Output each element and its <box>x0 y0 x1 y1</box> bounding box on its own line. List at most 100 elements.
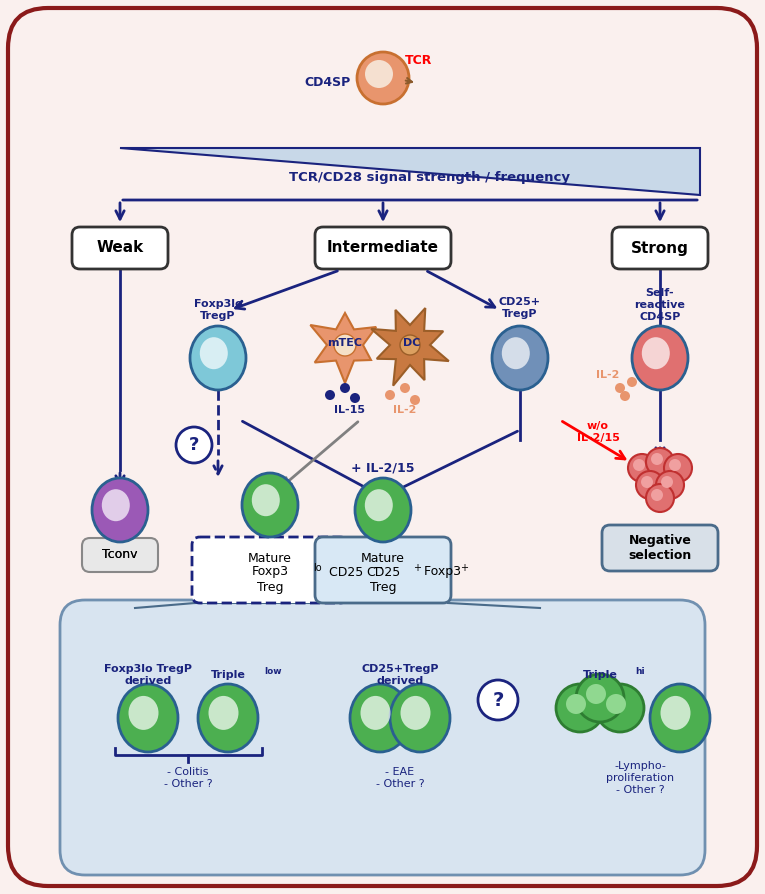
Text: Intermediate: Intermediate <box>327 240 439 256</box>
FancyBboxPatch shape <box>602 525 718 571</box>
Ellipse shape <box>129 696 158 730</box>
Text: Foxp3lo TregP
derived: Foxp3lo TregP derived <box>104 664 192 686</box>
Circle shape <box>627 377 637 387</box>
Circle shape <box>651 453 663 465</box>
Text: CD25: CD25 <box>325 566 363 578</box>
Circle shape <box>400 383 410 393</box>
Text: TCR/CD28 signal strength / frequency: TCR/CD28 signal strength / frequency <box>289 172 571 184</box>
Circle shape <box>410 395 420 405</box>
Text: IL-2: IL-2 <box>393 405 417 415</box>
Polygon shape <box>371 308 449 385</box>
Text: Triple: Triple <box>210 670 246 680</box>
Circle shape <box>340 383 350 393</box>
Ellipse shape <box>502 337 530 369</box>
Ellipse shape <box>102 489 130 521</box>
Circle shape <box>620 391 630 401</box>
Text: -Lympho-
proliferation
- Other ?: -Lympho- proliferation - Other ? <box>606 762 674 795</box>
Ellipse shape <box>492 326 548 390</box>
FancyBboxPatch shape <box>72 227 168 269</box>
Circle shape <box>576 674 624 722</box>
Text: Mature: Mature <box>361 552 405 564</box>
Text: CD25+
TregP: CD25+ TregP <box>499 297 541 319</box>
Circle shape <box>661 476 673 488</box>
Circle shape <box>656 471 684 499</box>
Ellipse shape <box>92 478 148 542</box>
FancyBboxPatch shape <box>612 227 708 269</box>
Ellipse shape <box>357 52 409 104</box>
Circle shape <box>350 393 360 403</box>
Text: - EAE
- Other ?: - EAE - Other ? <box>376 767 425 789</box>
Circle shape <box>556 684 604 732</box>
Ellipse shape <box>198 684 258 752</box>
FancyBboxPatch shape <box>315 227 451 269</box>
Text: Treg: Treg <box>369 581 396 595</box>
Circle shape <box>478 680 518 720</box>
Polygon shape <box>311 313 376 383</box>
Ellipse shape <box>242 473 298 537</box>
Circle shape <box>628 454 656 482</box>
Circle shape <box>325 390 335 400</box>
Ellipse shape <box>334 334 356 356</box>
Text: Foxp3: Foxp3 <box>420 566 461 578</box>
Ellipse shape <box>350 684 410 752</box>
Circle shape <box>651 489 663 501</box>
Text: IL-15: IL-15 <box>334 405 366 415</box>
Text: CD25+TregP
derived: CD25+TregP derived <box>361 664 439 686</box>
Ellipse shape <box>650 684 710 752</box>
Text: Weak: Weak <box>96 240 144 256</box>
Text: Treg: Treg <box>257 581 283 595</box>
Polygon shape <box>120 148 700 195</box>
Circle shape <box>669 459 681 471</box>
Text: CD4SP: CD4SP <box>304 77 351 89</box>
Circle shape <box>586 684 606 704</box>
Circle shape <box>641 476 653 488</box>
Ellipse shape <box>660 696 691 730</box>
Ellipse shape <box>252 485 280 516</box>
Ellipse shape <box>390 684 450 752</box>
Text: hi: hi <box>635 667 645 676</box>
Text: mTEC: mTEC <box>327 338 363 348</box>
Circle shape <box>646 484 674 512</box>
Ellipse shape <box>365 489 392 521</box>
Ellipse shape <box>209 696 239 730</box>
Ellipse shape <box>401 696 431 730</box>
Text: + IL-2/15: + IL-2/15 <box>351 461 415 475</box>
Text: −: − <box>373 561 383 575</box>
Circle shape <box>615 383 625 393</box>
Text: Foxp3: Foxp3 <box>252 566 288 578</box>
Text: Tconv: Tconv <box>103 549 138 561</box>
Circle shape <box>646 448 674 476</box>
Text: - Colitis
- Other ?: - Colitis - Other ? <box>164 767 213 789</box>
Text: lo: lo <box>313 563 321 573</box>
Circle shape <box>664 454 692 482</box>
FancyBboxPatch shape <box>60 600 705 875</box>
Text: CD25: CD25 <box>366 566 400 578</box>
Text: Mature: Mature <box>248 552 292 564</box>
Text: Tconv: Tconv <box>103 549 138 561</box>
Text: +: + <box>460 563 468 573</box>
Text: w/o
IL-2/15: w/o IL-2/15 <box>577 421 620 443</box>
FancyBboxPatch shape <box>82 538 158 572</box>
Ellipse shape <box>200 337 228 369</box>
Text: ?: ? <box>493 690 503 710</box>
Text: +: + <box>413 563 421 573</box>
Ellipse shape <box>632 326 688 390</box>
Text: Self-
reactive
CD4SP: Self- reactive CD4SP <box>634 289 685 322</box>
Text: Foxp3lo
TregP: Foxp3lo TregP <box>194 299 243 321</box>
Text: ?: ? <box>189 436 199 454</box>
Ellipse shape <box>190 326 246 390</box>
FancyBboxPatch shape <box>8 8 757 886</box>
Ellipse shape <box>400 335 420 355</box>
Circle shape <box>176 427 212 463</box>
Ellipse shape <box>360 696 390 730</box>
FancyBboxPatch shape <box>192 537 348 603</box>
Text: Negative
selection: Negative selection <box>628 534 692 562</box>
Circle shape <box>596 684 644 732</box>
Text: Triple: Triple <box>583 670 617 680</box>
Circle shape <box>385 390 395 400</box>
Ellipse shape <box>642 337 670 369</box>
Text: Strong: Strong <box>631 240 689 256</box>
Text: TCR: TCR <box>405 54 432 66</box>
FancyBboxPatch shape <box>315 537 451 603</box>
Text: DC: DC <box>403 338 421 348</box>
